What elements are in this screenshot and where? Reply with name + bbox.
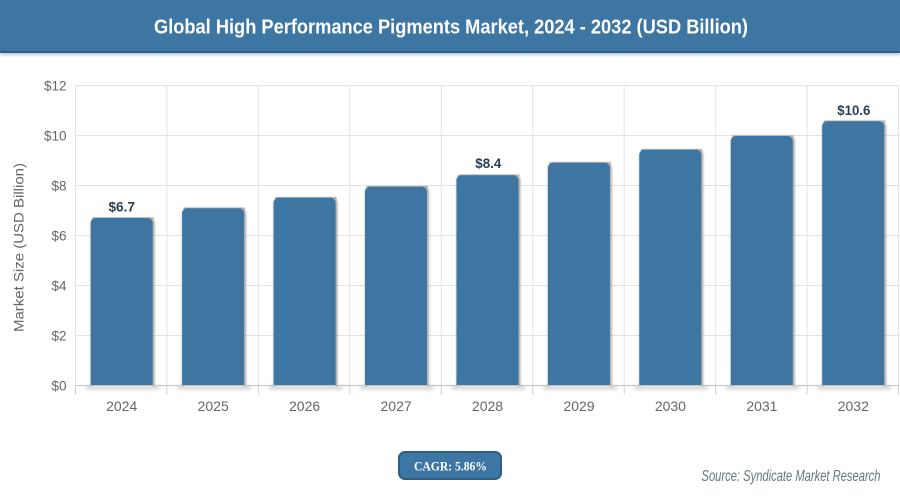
svg-text:Market Size (USD Billion): Market Size (USD Billion): [11, 163, 27, 332]
svg-text:2030: 2030: [655, 398, 686, 414]
svg-text:Source: Syndicate Market Resea: Source: Syndicate Market Research: [702, 468, 881, 485]
svg-text:$10.6: $10.6: [837, 102, 870, 118]
svg-text:2032: 2032: [838, 398, 869, 414]
svg-text:$10: $10: [44, 129, 67, 144]
svg-text:$8: $8: [51, 179, 66, 194]
svg-text:2029: 2029: [563, 398, 594, 414]
svg-text:2028: 2028: [472, 398, 503, 414]
svg-text:$2: $2: [51, 329, 66, 344]
svg-text:$12: $12: [44, 79, 67, 94]
svg-text:$4: $4: [51, 279, 67, 294]
svg-text:$6: $6: [51, 229, 66, 244]
svg-text:2025: 2025: [198, 398, 229, 414]
svg-text:2031: 2031: [746, 398, 777, 414]
svg-text:2026: 2026: [289, 398, 320, 414]
svg-text:2027: 2027: [381, 398, 412, 414]
svg-text:$0: $0: [51, 379, 66, 394]
svg-text:2024: 2024: [106, 398, 137, 414]
svg-text:$8.4: $8.4: [475, 155, 501, 171]
svg-text:CAGR: 5.86%: CAGR: 5.86%: [414, 459, 487, 474]
svg-text:Global High Performance Pigmen: Global High Performance Pigments Market,…: [154, 16, 748, 39]
svg-text:$6.7: $6.7: [108, 199, 135, 215]
